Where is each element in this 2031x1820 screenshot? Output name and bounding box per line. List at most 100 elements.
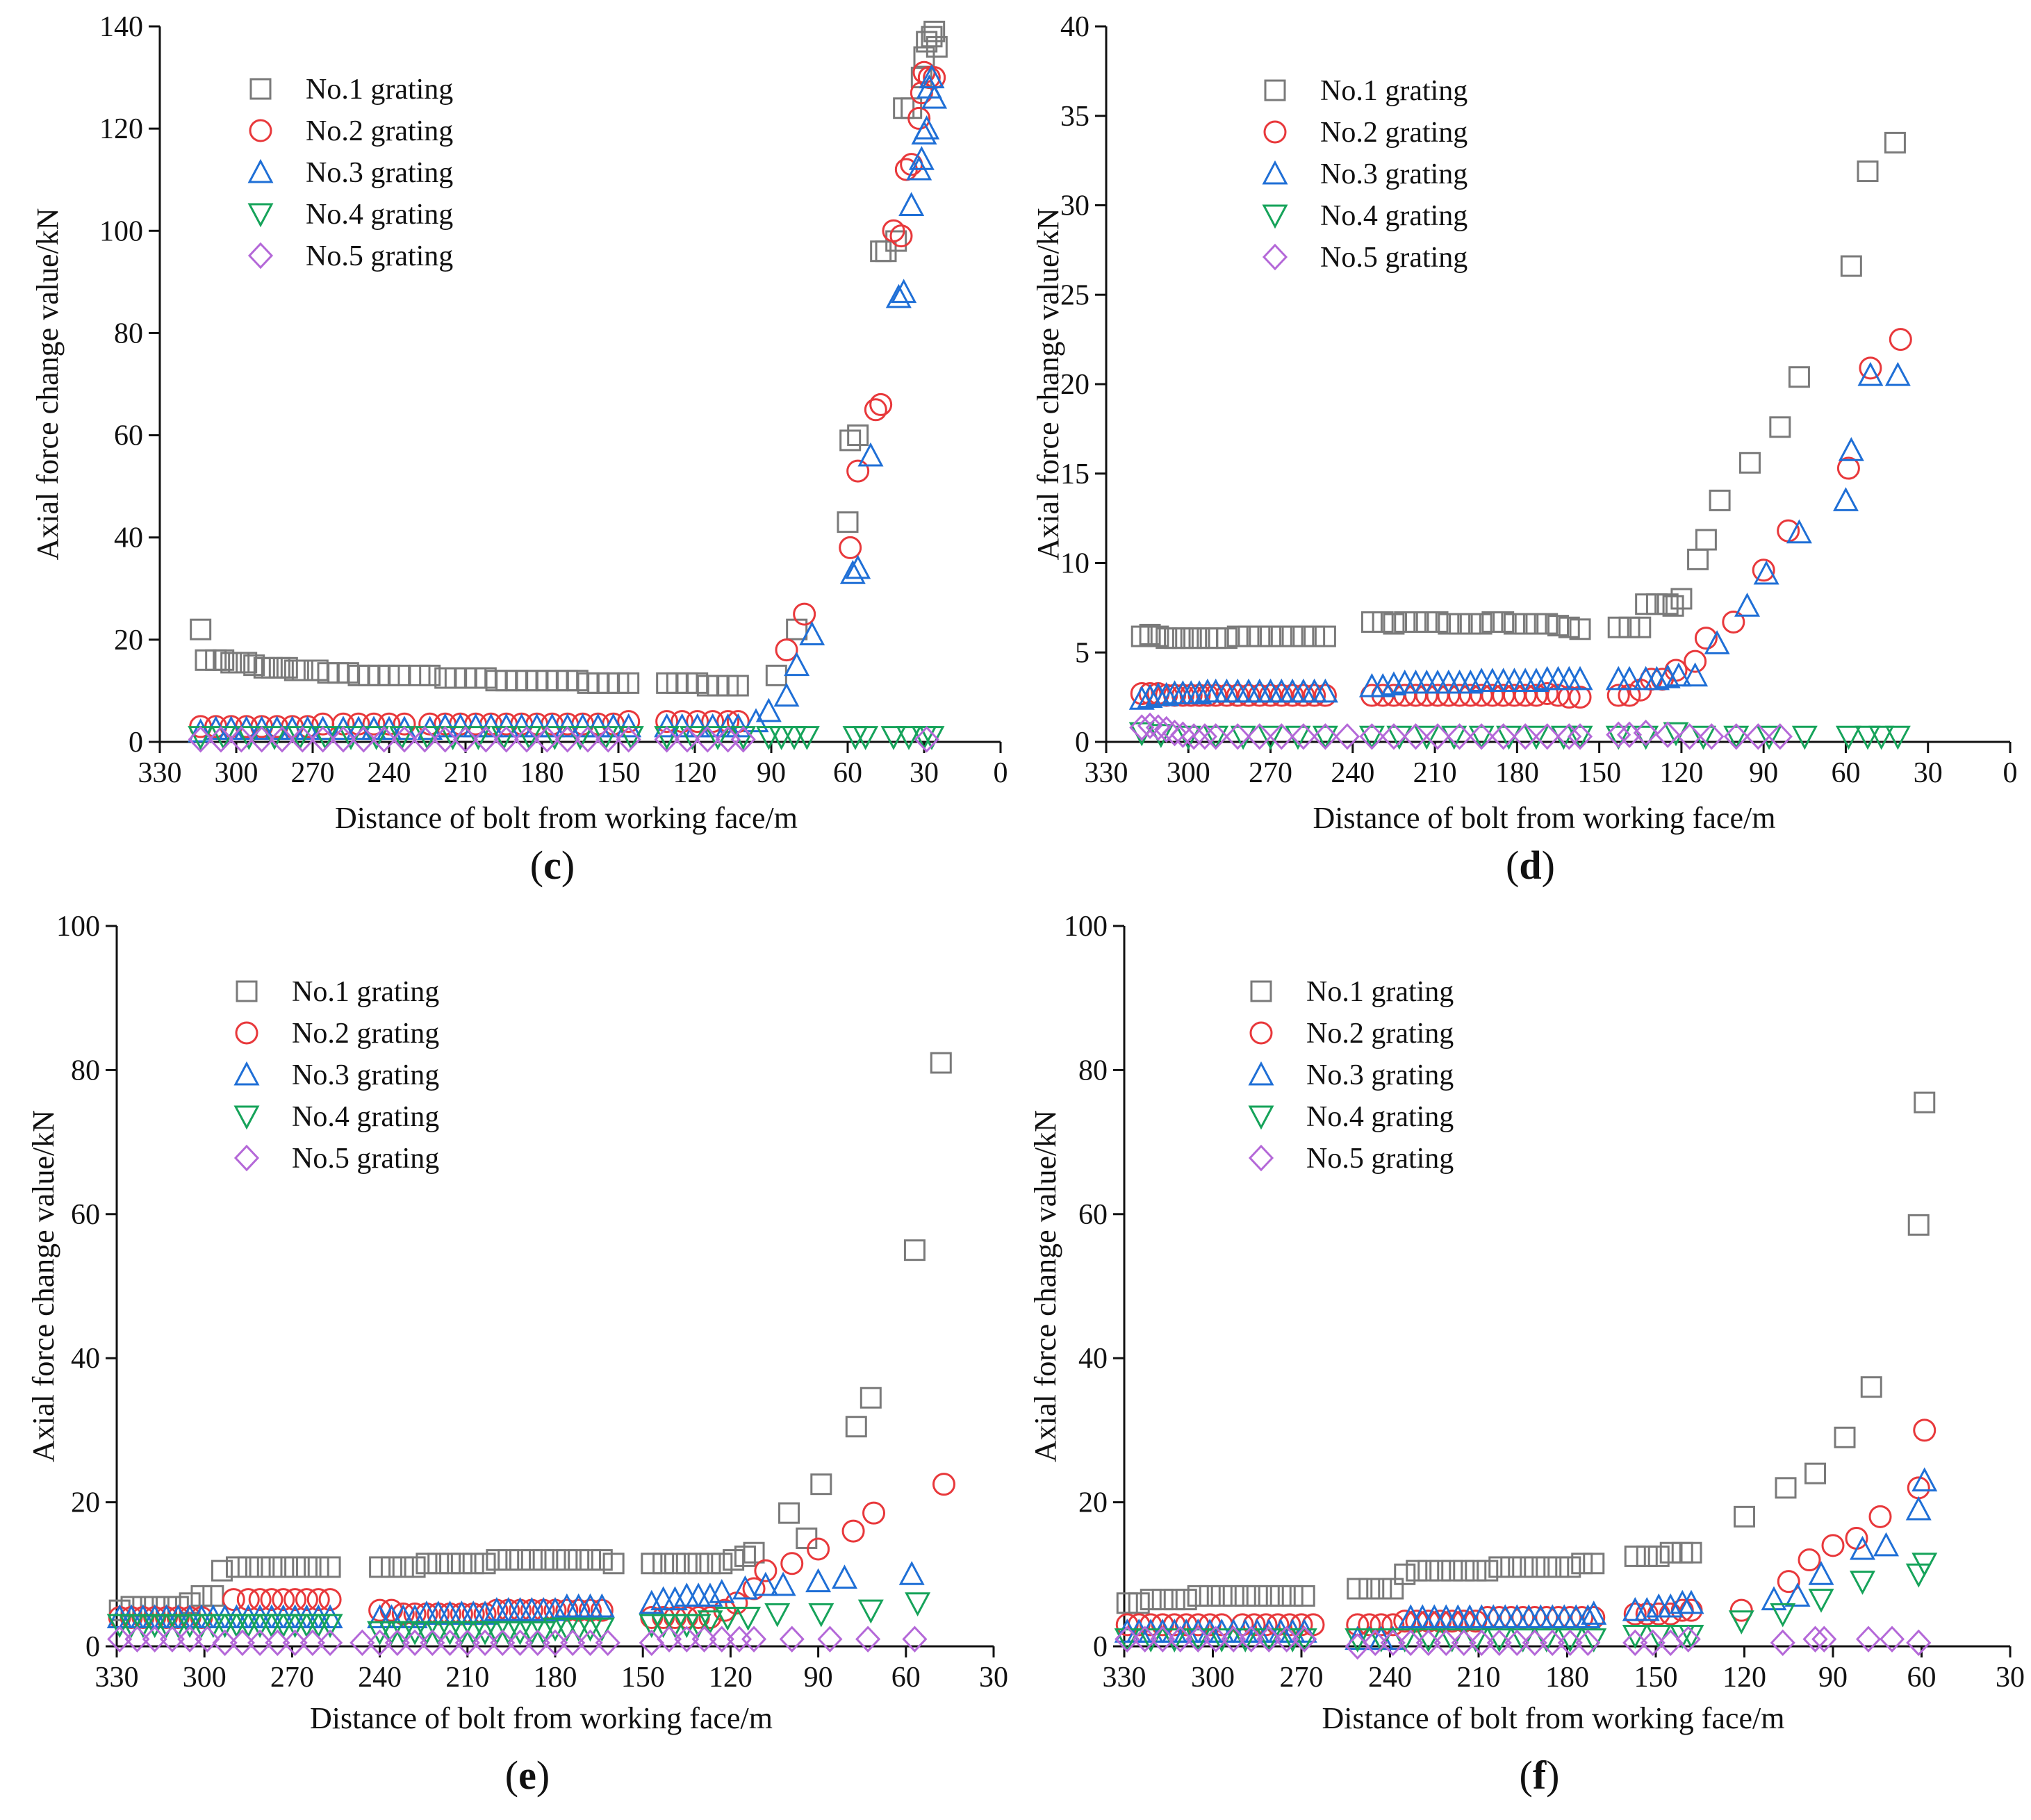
x-tick-label: 60 <box>1831 757 1860 789</box>
data-point <box>229 1629 255 1657</box>
data-point <box>914 726 939 753</box>
data-point <box>1723 725 1750 750</box>
data-point <box>1857 361 1884 386</box>
data-point <box>1469 1629 1495 1657</box>
x-tick-label: 180 <box>534 1662 577 1694</box>
data-point <box>1884 725 1911 750</box>
data-point <box>1222 1585 1244 1607</box>
x-tick-label: 240 <box>358 1662 402 1694</box>
data-point <box>1226 684 1249 707</box>
data-point <box>1115 1625 1140 1653</box>
x-tick-label: 120 <box>709 1662 753 1694</box>
data-point <box>391 726 418 753</box>
data-point <box>1238 1625 1264 1653</box>
data-point <box>282 1629 308 1657</box>
data-point <box>1463 1628 1489 1653</box>
data-point <box>472 1600 498 1625</box>
data-point <box>404 1556 426 1578</box>
data-point <box>1334 723 1360 750</box>
data-point <box>131 1606 155 1630</box>
data-point <box>932 1473 955 1496</box>
data-point <box>1913 1418 1937 1442</box>
data-point <box>770 1571 796 1596</box>
data-point <box>654 726 680 753</box>
data-point <box>847 424 869 447</box>
data-point <box>891 279 917 304</box>
data-point <box>195 1625 220 1653</box>
legend-marker <box>233 1144 260 1172</box>
data-point <box>1186 1613 1210 1637</box>
x-tick-label: 60 <box>833 757 862 789</box>
data-point <box>885 230 907 252</box>
data-point <box>1170 721 1196 748</box>
data-point <box>765 664 787 686</box>
legend-marker <box>247 158 274 183</box>
chart-panel-1: 330 300 270 240 210 180 150 120 90 60 30 0051015202… <box>1031 11 2017 888</box>
data-point <box>1571 1553 1593 1575</box>
data-point <box>393 712 416 736</box>
y-tick-label: 10 <box>1060 548 1089 580</box>
data-point <box>778 1502 800 1524</box>
data-point <box>1786 519 1812 544</box>
data-point <box>290 726 315 753</box>
data-point <box>1868 1505 1892 1528</box>
data-point <box>902 1625 928 1653</box>
data-point <box>1203 723 1228 750</box>
data-point <box>1687 548 1709 570</box>
data-point <box>1738 452 1761 474</box>
data-point <box>371 726 397 753</box>
x-tick-label: 30 <box>910 757 939 789</box>
legend-entry: No.3 grating <box>292 1059 439 1091</box>
data-point <box>108 1606 131 1630</box>
data-point <box>1884 361 1911 386</box>
data-point <box>732 1575 758 1600</box>
data-point <box>1403 723 1429 750</box>
series-5 <box>188 726 939 753</box>
data-point <box>1437 684 1461 707</box>
data-point <box>1873 1532 1899 1557</box>
data-point <box>177 1625 203 1653</box>
data-point <box>1226 625 1249 647</box>
data-point <box>1655 721 1681 748</box>
data-point <box>1540 1629 1565 1657</box>
data-point <box>1752 559 1775 582</box>
data-point <box>420 1629 445 1657</box>
data-point <box>478 713 504 738</box>
data-point <box>507 1629 533 1657</box>
data-point <box>524 713 550 738</box>
legend: No.1 grating No.2 grating No.3 grating No.4… <box>247 74 453 272</box>
data-point <box>1292 1625 1317 1653</box>
data-point <box>490 1629 516 1657</box>
data-point <box>617 710 641 734</box>
data-point <box>741 1625 767 1653</box>
data-point <box>860 1387 882 1409</box>
legend-marker <box>1262 204 1288 229</box>
data-point <box>1504 1629 1530 1657</box>
data-point <box>520 1598 543 1622</box>
y-tick-label: 0 <box>85 1631 100 1663</box>
data-point <box>1441 1560 1463 1582</box>
data-point <box>1559 1556 1581 1578</box>
data-point <box>520 1549 543 1571</box>
data-point <box>775 638 798 662</box>
data-point <box>282 1614 309 1639</box>
data-point <box>379 1598 403 1622</box>
data-point <box>1347 1578 1369 1600</box>
legend-entry: No.4 grating <box>306 199 453 231</box>
data-point <box>831 1564 857 1589</box>
y-tick-label: 15 <box>1060 458 1089 490</box>
data-point <box>237 1556 259 1578</box>
data-point <box>661 1586 688 1611</box>
data-point <box>1459 613 1481 635</box>
data-point <box>272 1588 295 1612</box>
data-point <box>1616 665 1643 690</box>
data-point <box>212 1629 238 1657</box>
data-point <box>839 536 862 559</box>
data-point <box>295 1556 318 1578</box>
legend-marker <box>1263 120 1287 144</box>
data-point <box>513 726 540 753</box>
data-point <box>1804 1462 1826 1484</box>
data-point <box>1656 593 1679 615</box>
data-point <box>1447 723 1472 750</box>
x-axis-label: Distance of bolt from working face/m <box>1322 1701 1785 1735</box>
